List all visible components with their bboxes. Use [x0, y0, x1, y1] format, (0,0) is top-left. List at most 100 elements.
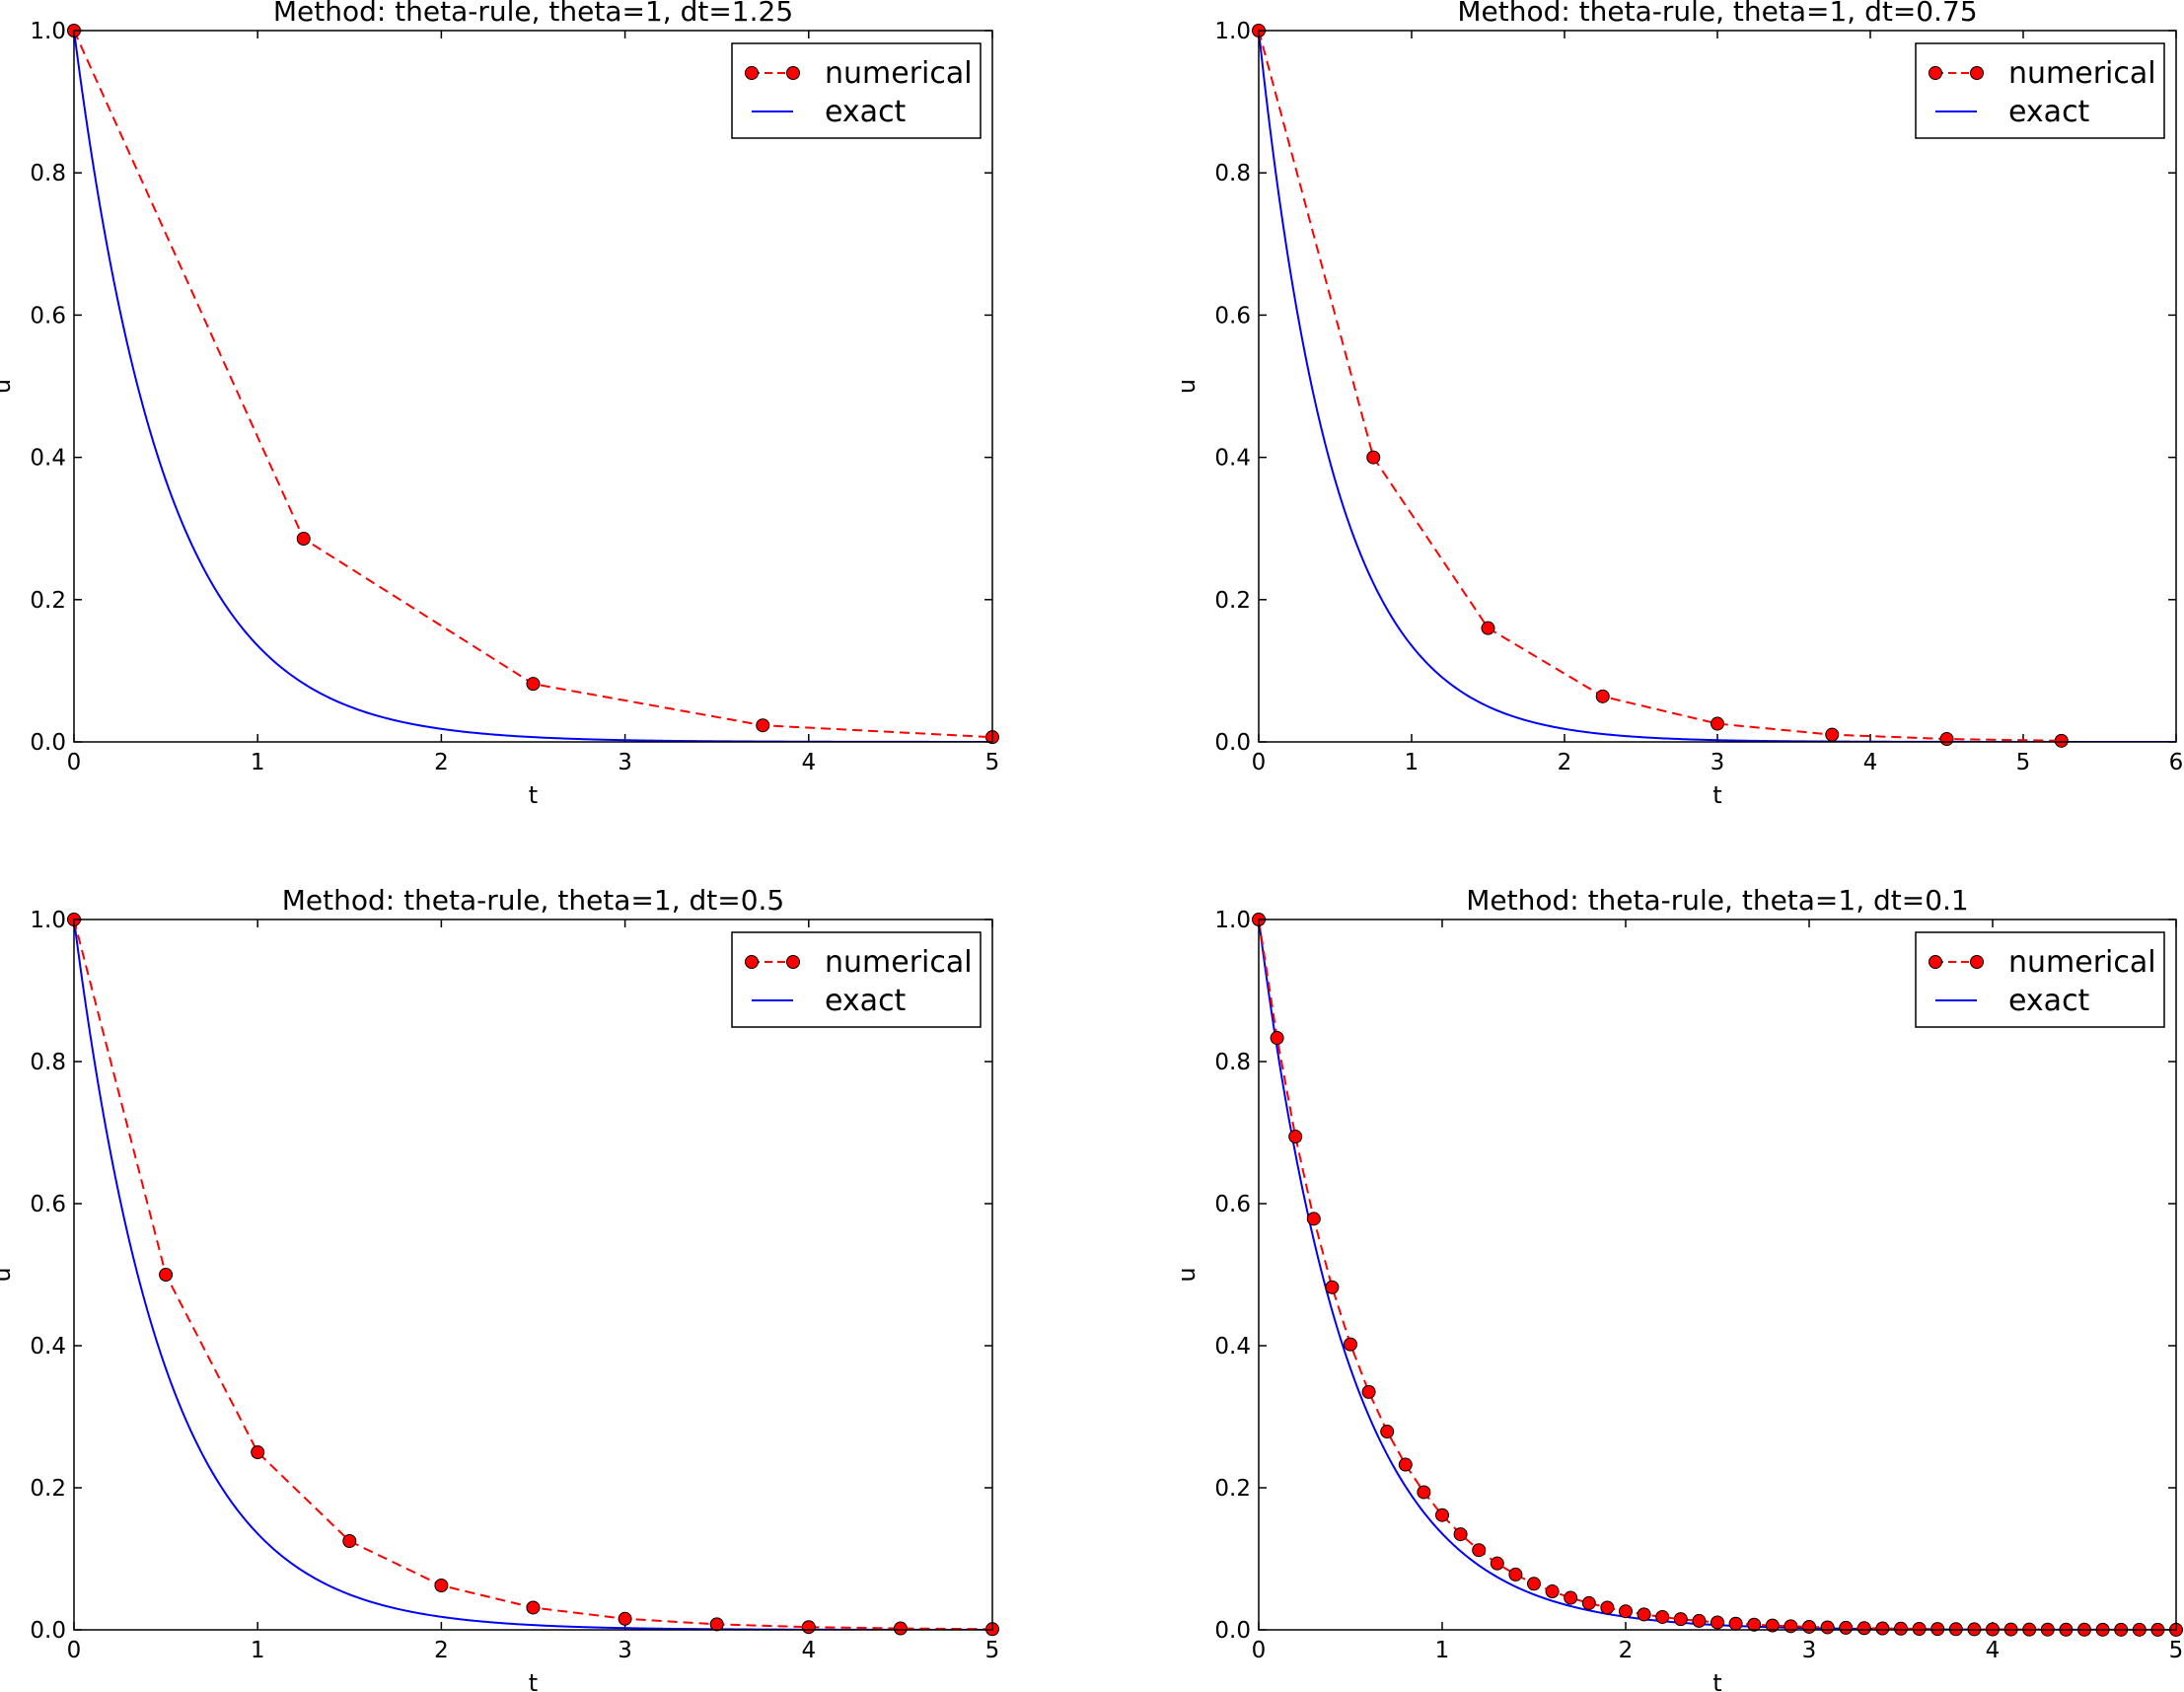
legend-exact-label: exact — [2008, 95, 2090, 129]
y-axis-label: u — [0, 379, 16, 394]
numerical-point — [1784, 1619, 1798, 1634]
x-tick-label: 0 — [67, 1638, 82, 1663]
numerical-point — [1361, 1384, 1376, 1399]
legend-numerical-marker — [1970, 955, 1984, 969]
legend: numerical exact — [1915, 931, 2165, 1028]
chart-title: Method: theta-rule, theta=1, dt=0.1 — [1466, 884, 1969, 917]
legend: numerical exact — [731, 42, 982, 139]
numerical-point — [893, 1621, 908, 1636]
x-tick-label: 3 — [1711, 750, 1725, 775]
numerical-point — [1637, 1607, 1651, 1622]
numerical-point — [1728, 1616, 1743, 1631]
numerical-point — [1673, 1612, 1688, 1627]
y-tick-label: 0.8 — [30, 1050, 66, 1075]
x-tick-label: 4 — [801, 750, 816, 775]
y-axis-label: u — [1173, 379, 1201, 394]
y-tick-label: 1.0 — [30, 19, 66, 44]
y-tick-label: 0.2 — [1214, 588, 1251, 614]
numerical-point — [1417, 1485, 1431, 1500]
numerical-point — [1747, 1617, 1762, 1632]
chart-title: Method: theta-rule, theta=1, dt=1.25 — [273, 0, 793, 28]
numerical-point — [1325, 1280, 1340, 1294]
legend: numerical exact — [1915, 42, 2165, 139]
y-tick-label: 0.4 — [1214, 1334, 1251, 1360]
y-tick-label: 0.4 — [30, 1334, 66, 1360]
chart-panel-3: Method: theta-rule, theta=1, dt=0.5 0 1 2 3 4… — [0, 884, 999, 1692]
numerical-point — [526, 677, 541, 692]
legend-frame — [1915, 42, 2165, 139]
legend-numerical-label: numerical — [2008, 945, 2156, 980]
x-tick-label: 1 — [251, 750, 265, 775]
numerical-point — [1856, 1621, 1871, 1636]
numerical-point — [709, 1617, 724, 1632]
numerical-point — [1472, 1543, 1487, 1558]
chart-title: Method: theta-rule, theta=1, dt=0.75 — [1457, 0, 1977, 28]
numerical-point — [1306, 1212, 1321, 1226]
legend-frame — [731, 931, 982, 1028]
y-tick-label: 1.0 — [1214, 19, 1251, 44]
y-tick-label: 0.8 — [1214, 161, 1251, 186]
numerical-point — [1270, 1031, 1284, 1046]
legend-exact-label: exact — [825, 984, 907, 1018]
x-axis-label: t — [1712, 781, 1721, 809]
legend-numerical-marker — [786, 955, 800, 969]
numerical-point — [1545, 1584, 1560, 1599]
numerical-point — [342, 1534, 357, 1548]
numerical-point — [756, 718, 770, 733]
numerical-point — [526, 1600, 541, 1615]
legend-frame — [1915, 931, 2165, 1028]
numerical-point — [1366, 450, 1381, 465]
legend-frame — [731, 42, 982, 139]
numerical-line — [1259, 31, 2062, 742]
x-tick-label: 5 — [985, 750, 1000, 775]
legend-numerical-marker — [1929, 955, 1942, 969]
numerical-point — [1595, 689, 1610, 703]
numerical-point — [1692, 1613, 1707, 1628]
numerical-point — [801, 1620, 816, 1635]
y-tick-label: 1.0 — [30, 908, 66, 933]
x-tick-label: 3 — [618, 1638, 632, 1663]
plot-frame — [73, 30, 993, 743]
x-tick-label: 2 — [1619, 1638, 1634, 1663]
numerical-point — [1481, 621, 1495, 635]
x-tick-label: 2 — [1558, 750, 1572, 775]
x-tick-label: 3 — [618, 750, 632, 775]
y-axis-label: u — [1173, 1267, 1201, 1282]
numerical-point — [1939, 732, 1954, 747]
x-axis-label: t — [529, 1669, 538, 1692]
legend-numerical-label: numerical — [825, 56, 973, 91]
legend: numerical exact — [731, 931, 982, 1028]
numerical-point — [1288, 1130, 1303, 1144]
y-tick-label: 0.2 — [1214, 1476, 1251, 1502]
y-tick-label: 0.8 — [1214, 1050, 1251, 1075]
x-tick-label: 0 — [1252, 750, 1267, 775]
legend-numerical-marker — [1929, 66, 1942, 80]
numerical-point — [1508, 1567, 1523, 1582]
legend-exact-label: exact — [2008, 984, 2090, 1018]
numerical-point — [159, 1268, 174, 1282]
legend-numerical-marker — [1970, 66, 1984, 80]
x-axis-label: t — [1712, 1669, 1721, 1692]
y-tick-label: 0.8 — [30, 161, 66, 186]
x-tick-label: 0 — [67, 750, 82, 775]
y-tick-label: 0.0 — [1214, 730, 1251, 756]
y-tick-label: 1.0 — [1214, 908, 1251, 933]
numerical-point — [1820, 1620, 1835, 1635]
x-tick-label: 1 — [251, 1638, 265, 1663]
legend-numerical-marker — [786, 66, 800, 80]
numerical-point — [1711, 1615, 1724, 1630]
numerical-point — [1619, 1604, 1633, 1619]
numerical-point — [1581, 1595, 1596, 1610]
numerical-point — [1527, 1577, 1541, 1591]
numerical-point — [1765, 1618, 1780, 1633]
numerical-point — [296, 532, 311, 547]
numerical-point — [1453, 1527, 1468, 1542]
numerical-point — [1839, 1620, 1854, 1635]
chart-panel-1: Method: theta-rule, theta=1, dt=1.25 0 1 2 3… — [0, 0, 999, 809]
y-tick-label: 0.4 — [1214, 446, 1251, 472]
y-tick-label: 0.2 — [30, 588, 66, 614]
legend-numerical-label: numerical — [2008, 56, 2156, 91]
x-tick-label: 4 — [801, 1638, 816, 1663]
numerical-point — [1894, 1621, 1908, 1636]
legend-numerical-marker — [745, 66, 759, 80]
